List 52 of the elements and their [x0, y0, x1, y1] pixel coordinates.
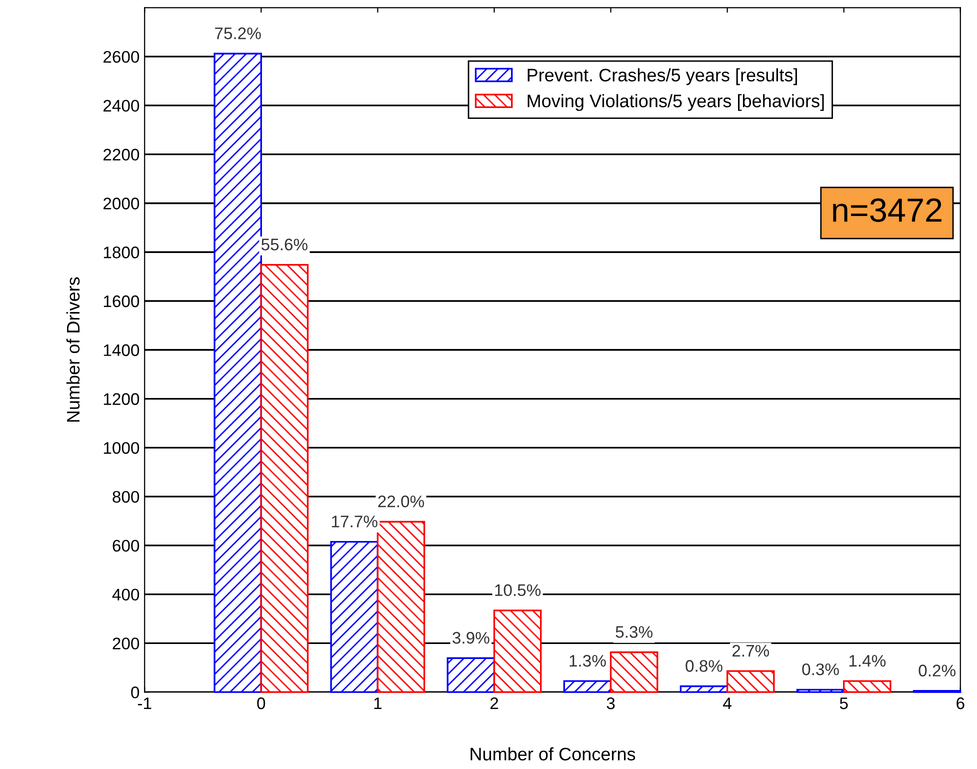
- legend-label: Prevent. Crashes/5 years [results]: [528, 68, 797, 86]
- x-tick-label: -1: [138, 698, 152, 710]
- y-axis-title: Number of Drivers: [66, 277, 80, 422]
- annotation: 75.2%: [215, 27, 261, 40]
- annotation: 55.6%: [261, 238, 308, 250]
- annotation: 1.4%: [849, 654, 886, 667]
- annotation: 22.0%: [378, 496, 424, 508]
- y-tick-label: 2000: [104, 198, 140, 210]
- x-tick-label: 1: [374, 698, 382, 710]
- y-tick-label: 2200: [104, 148, 140, 161]
- x-axis-title: Number of Concerns: [470, 747, 636, 760]
- x-tick-label: 4: [723, 698, 732, 710]
- bar: [446, 657, 496, 693]
- annotation: 10.5%: [495, 584, 541, 596]
- y-tick-label: 1600: [104, 295, 140, 308]
- bar: [493, 610, 542, 693]
- x-tick-label: 3: [606, 697, 615, 710]
- annotation: 2.7%: [732, 644, 770, 657]
- bar: [563, 680, 612, 693]
- annotation: 1.3%: [570, 654, 606, 667]
- bar: [726, 670, 775, 693]
- x-tick-label: 0: [257, 697, 266, 710]
- bar: [610, 651, 658, 693]
- bar: [260, 264, 309, 693]
- bar: [376, 520, 426, 693]
- y-tick-label: 2400: [104, 100, 140, 112]
- y-tick-label: 400: [112, 588, 140, 601]
- bar: [214, 52, 262, 693]
- y-tick-label: 1800: [104, 246, 140, 258]
- y-tick-label: 800: [112, 490, 140, 503]
- annotation: 0.2%: [918, 664, 956, 676]
- annotation: 5.3%: [616, 626, 652, 638]
- y-tick-label: 1000: [104, 442, 140, 454]
- y-tick-label: 2600: [104, 50, 140, 63]
- bar: [680, 685, 728, 693]
- y-tick-label: 600: [112, 540, 140, 552]
- y-tick-label: 1200: [104, 393, 140, 405]
- y-tick-label: 0: [131, 686, 140, 698]
- x-tick-label: 6: [956, 697, 964, 710]
- annotation: 3.9%: [452, 632, 490, 644]
- annotation: 0.3%: [802, 663, 839, 676]
- annotation: n=3472: [833, 198, 942, 222]
- legend-label: Moving Violations/5 years [behaviors]: [528, 94, 824, 111]
- annotation: 0.8%: [686, 660, 722, 672]
- x-tick-label: 5: [840, 698, 848, 710]
- y-tick-label: 1400: [104, 344, 140, 356]
- bar: [843, 680, 892, 693]
- annotation: 17.7%: [332, 516, 378, 528]
- y-tick-label: 200: [112, 638, 140, 650]
- bar: [796, 688, 845, 693]
- x-tick-label: 2: [490, 697, 498, 710]
- bar: [330, 540, 379, 693]
